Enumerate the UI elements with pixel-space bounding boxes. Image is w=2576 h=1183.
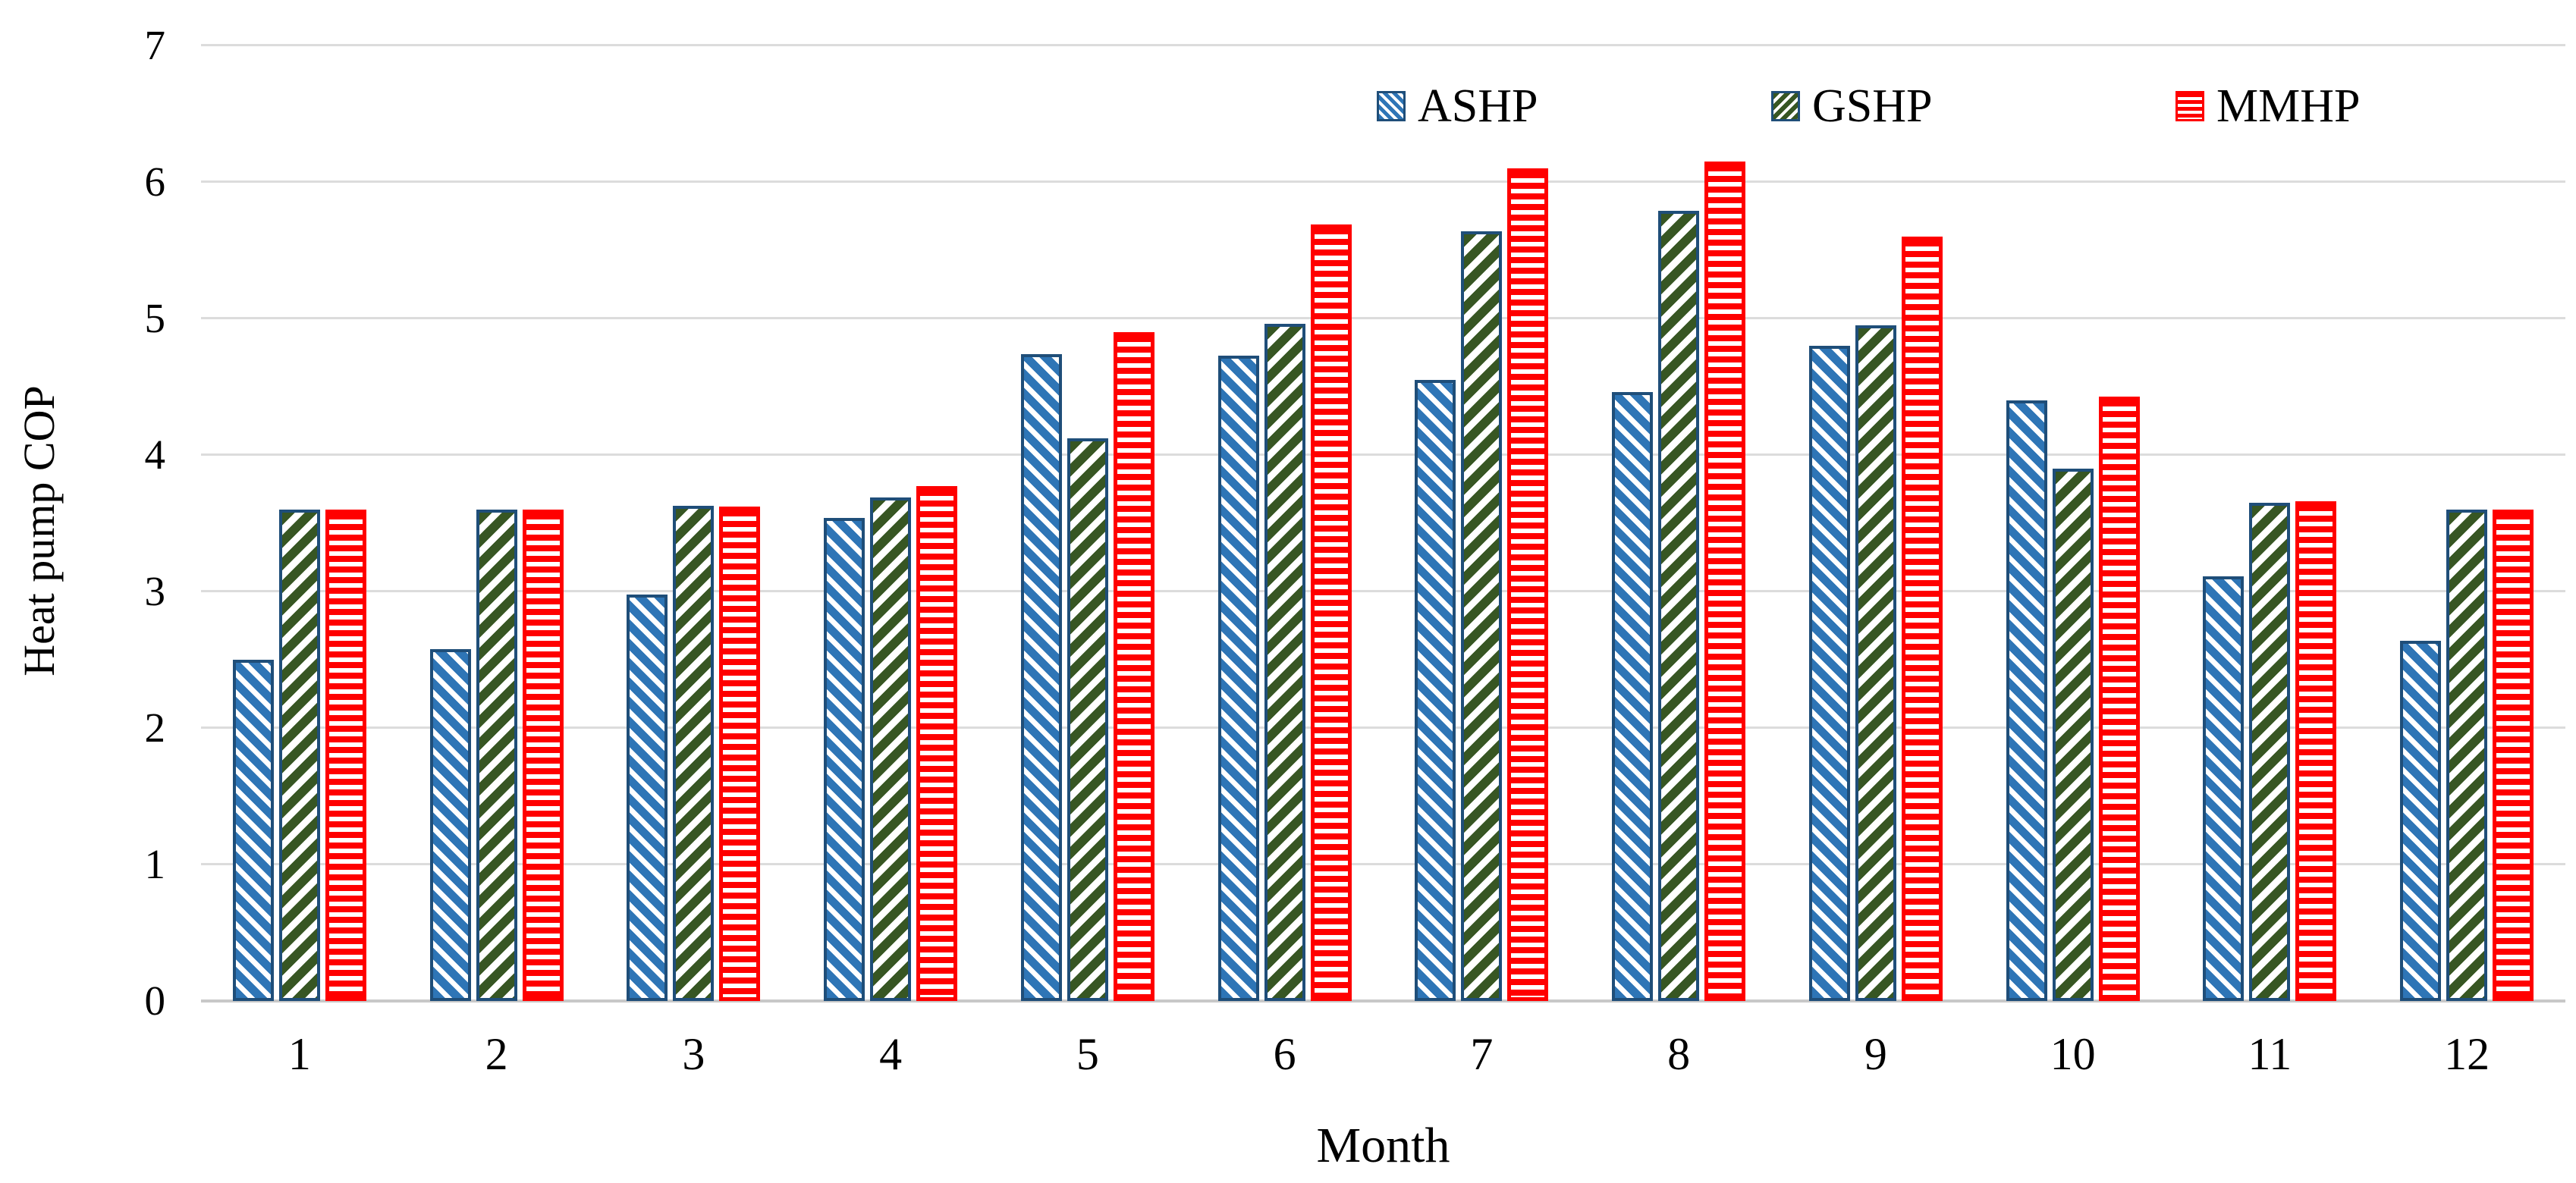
bar-mmhp-month-9 bbox=[1901, 237, 1943, 1001]
bar-gshp-month-9 bbox=[1855, 325, 1896, 1001]
gridline bbox=[201, 453, 2565, 456]
bar-mmhp-month-11 bbox=[2295, 501, 2337, 1001]
bar-gshp-month-1 bbox=[278, 510, 320, 1001]
y-tick-label: 1 bbox=[144, 841, 166, 887]
bar-mmhp-month-12 bbox=[2493, 510, 2534, 1001]
y-tick-label: 2 bbox=[144, 704, 166, 751]
bar-ashp-month-8 bbox=[1612, 392, 1654, 1001]
month-group-3 bbox=[595, 506, 793, 1001]
bar-mmhp-month-2 bbox=[522, 510, 564, 1001]
x-tick-label: 3 bbox=[682, 1029, 705, 1079]
x-tick-label: 11 bbox=[2248, 1029, 2292, 1079]
bar-gshp-month-12 bbox=[2446, 510, 2488, 1001]
legend-item-mmhp: MMHP bbox=[2175, 80, 2361, 132]
legend-label-gshp: GSHP bbox=[1812, 80, 1933, 132]
y-tick-label: 5 bbox=[144, 295, 166, 341]
y-tick-label: 7 bbox=[144, 22, 166, 68]
y-tick-label: 0 bbox=[144, 977, 166, 1024]
bar-gshp-month-11 bbox=[2249, 503, 2291, 1001]
legend-label-ashp: ASHP bbox=[1418, 80, 1538, 132]
bar-mmhp-month-4 bbox=[916, 486, 958, 1001]
bar-gshp-month-5 bbox=[1067, 438, 1108, 1001]
y-tick-label: 6 bbox=[144, 158, 166, 205]
month-group-12 bbox=[2368, 510, 2565, 1001]
bar-ashp-month-4 bbox=[824, 518, 865, 1001]
bar-gshp-month-2 bbox=[476, 510, 517, 1001]
month-group-7 bbox=[1384, 168, 1581, 1001]
bar-ashp-month-9 bbox=[1808, 346, 1850, 1001]
bar-mmhp-month-8 bbox=[1704, 162, 1746, 1001]
legend-swatch-ashp-icon bbox=[1377, 91, 1406, 121]
month-group-10 bbox=[1974, 397, 2172, 1001]
gridline bbox=[201, 726, 2565, 729]
bar-ashp-month-3 bbox=[627, 595, 668, 1001]
bar-ashp-month-7 bbox=[1415, 380, 1456, 1001]
legend-swatch-mmhp-icon bbox=[2175, 91, 2204, 121]
x-tick-label: 2 bbox=[485, 1029, 508, 1079]
bar-ashp-month-5 bbox=[1020, 354, 1062, 1001]
x-tick-label: 1 bbox=[287, 1029, 311, 1079]
y-axis-title: Heat pump COP bbox=[14, 385, 64, 676]
x-axis-title: Month bbox=[1316, 1118, 1450, 1173]
month-group-2 bbox=[398, 510, 595, 1001]
gridline bbox=[201, 590, 2565, 592]
bar-gshp-month-8 bbox=[1658, 211, 1700, 1001]
month-group-6 bbox=[1186, 224, 1384, 1001]
month-group-8 bbox=[1580, 162, 1777, 1001]
bar-mmhp-month-3 bbox=[719, 507, 761, 1001]
x-tick-label: 8 bbox=[1667, 1029, 1691, 1079]
plot-area bbox=[201, 44, 2565, 1003]
x-tick-label: 4 bbox=[879, 1029, 903, 1079]
x-tick-label: 5 bbox=[1076, 1029, 1099, 1079]
legend-item-ashp: ASHP bbox=[1377, 80, 1538, 132]
y-tick-label: 3 bbox=[144, 568, 166, 614]
bar-gshp-month-10 bbox=[2052, 469, 2094, 1001]
bar-ashp-month-12 bbox=[2400, 641, 2442, 1001]
x-tick-label: 12 bbox=[2444, 1029, 2490, 1079]
gridline bbox=[201, 863, 2565, 865]
bar-gshp-month-4 bbox=[870, 497, 912, 1001]
bar-gshp-month-6 bbox=[1264, 324, 1305, 1001]
bar-ashp-month-11 bbox=[2203, 576, 2245, 1001]
x-tick-label: 7 bbox=[1470, 1029, 1494, 1079]
bar-ashp-month-6 bbox=[1217, 356, 1259, 1001]
month-group-4 bbox=[792, 486, 989, 1001]
bar-ashp-month-2 bbox=[429, 649, 471, 1001]
month-group-1 bbox=[201, 510, 398, 1001]
bar-mmhp-month-7 bbox=[1507, 168, 1549, 1001]
legend-label-mmhp: MMHP bbox=[2216, 80, 2361, 132]
bar-mmhp-month-5 bbox=[1113, 332, 1154, 1001]
bar-gshp-month-3 bbox=[673, 506, 715, 1001]
bar-ashp-month-10 bbox=[2006, 400, 2047, 1001]
bar-mmhp-month-6 bbox=[1310, 224, 1352, 1001]
bar-mmhp-month-10 bbox=[2098, 397, 2140, 1001]
gridline bbox=[201, 44, 2565, 46]
x-tick-label: 6 bbox=[1273, 1029, 1296, 1079]
y-tick-label: 4 bbox=[144, 431, 166, 478]
legend-swatch-gshp-icon bbox=[1771, 91, 1800, 121]
legend-item-gshp: GSHP bbox=[1771, 80, 1933, 132]
month-group-5 bbox=[989, 332, 1186, 1001]
month-group-9 bbox=[1777, 237, 1974, 1001]
gridline bbox=[201, 180, 2565, 183]
gridline bbox=[201, 317, 2565, 319]
bar-mmhp-month-1 bbox=[325, 510, 366, 1001]
x-tick-label: 9 bbox=[1864, 1029, 1887, 1079]
bar-ashp-month-1 bbox=[232, 660, 274, 1001]
x-tick-label: 10 bbox=[2050, 1029, 2096, 1079]
bar-gshp-month-7 bbox=[1461, 231, 1503, 1001]
x-axis-line bbox=[201, 999, 2565, 1003]
month-group-11 bbox=[2172, 501, 2369, 1001]
